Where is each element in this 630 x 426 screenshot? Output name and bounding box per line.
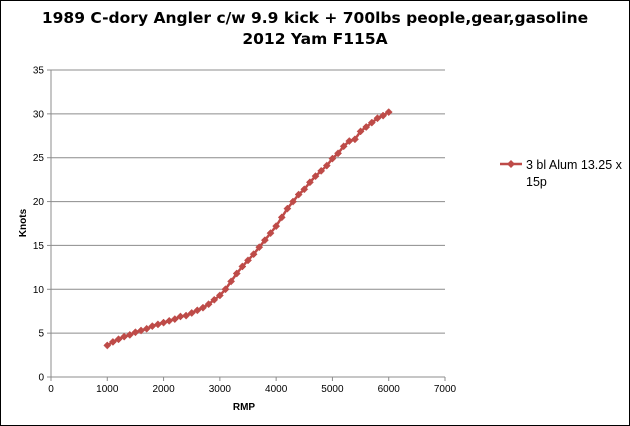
data-point-marker <box>215 291 224 300</box>
data-point-marker <box>379 111 388 120</box>
y-tick-label: 0 <box>38 373 44 384</box>
data-point-marker <box>142 324 151 333</box>
data-point-marker <box>210 295 219 304</box>
x-axis-label: RMP <box>233 402 256 413</box>
data-point-marker <box>300 185 309 194</box>
x-tick-label: 7000 <box>434 384 457 395</box>
data-point-marker <box>328 154 337 163</box>
x-tick-label: 6000 <box>378 384 401 395</box>
data-point-marker <box>227 277 236 286</box>
data-point-marker <box>255 243 264 252</box>
data-point-marker <box>114 335 123 344</box>
series-layer <box>103 108 393 350</box>
data-point-marker <box>322 161 331 170</box>
y-tick-label: 20 <box>33 197 45 208</box>
y-tick-label: 35 <box>33 66 45 77</box>
legend-label: 3 bl Alum 13.25 x 15p <box>526 158 622 189</box>
x-tick-label: 5000 <box>321 384 344 395</box>
y-tick-label: 15 <box>33 241 45 252</box>
data-point-marker <box>356 127 365 136</box>
data-point-marker <box>232 269 241 278</box>
data-point-marker <box>350 135 359 144</box>
data-point-marker <box>334 149 343 158</box>
data-point-marker <box>125 330 134 339</box>
data-point-marker <box>311 172 320 181</box>
chart-title-line-2: 2012 Yam F115A <box>242 30 388 48</box>
data-point-marker <box>305 178 314 187</box>
data-point-marker <box>193 306 202 315</box>
data-point-marker <box>170 315 179 324</box>
data-point-marker <box>182 311 191 320</box>
data-point-marker <box>362 123 371 131</box>
x-tick-label: 4000 <box>265 384 288 395</box>
y-tick-label: 10 <box>33 285 45 296</box>
data-point-marker <box>272 222 281 231</box>
data-point-marker <box>283 204 292 213</box>
x-tick-label: 1000 <box>96 384 119 395</box>
data-point-marker <box>260 236 269 245</box>
chart-title: 1989 C-dory Angler c/w 9.9 kick + 700lbs… <box>0 8 630 50</box>
data-point-marker <box>317 166 326 175</box>
data-point-marker <box>221 285 230 294</box>
y-tick-label: 30 <box>33 109 45 120</box>
data-point-marker <box>277 213 286 222</box>
data-point-marker <box>187 309 196 317</box>
data-point-marker <box>103 341 112 350</box>
legend-swatch-icon <box>500 160 522 168</box>
data-point-marker <box>373 114 382 123</box>
data-point-marker <box>384 108 393 117</box>
axes <box>47 69 446 381</box>
data-point-marker <box>249 250 258 259</box>
tick-labels: 0 5 10 15 20 25 30 35 0 1000 2000 3000 4000 5000 6000 7… <box>33 66 457 396</box>
x-tick-label: 0 <box>48 384 54 395</box>
data-point-marker <box>266 229 275 238</box>
y-tick-label: 25 <box>33 153 45 164</box>
data-point-marker <box>238 262 247 271</box>
gridlines <box>51 69 445 334</box>
data-point-marker <box>199 303 207 312</box>
chart-title-line-1: 1989 C-dory Angler c/w 9.9 kick + 700lbs… <box>41 9 589 27</box>
data-point-marker <box>204 300 213 309</box>
y-axis-label: Knots <box>18 208 29 237</box>
data-point-marker <box>108 337 117 346</box>
y-tick-label: 5 <box>38 329 44 340</box>
data-point-marker <box>367 118 376 127</box>
x-tick-label: 2000 <box>152 384 175 395</box>
data-point-marker <box>289 197 297 206</box>
data-point-marker <box>294 190 303 199</box>
data-point-marker <box>339 142 348 151</box>
x-tick-label: 3000 <box>209 384 232 395</box>
data-point-marker <box>244 256 252 265</box>
